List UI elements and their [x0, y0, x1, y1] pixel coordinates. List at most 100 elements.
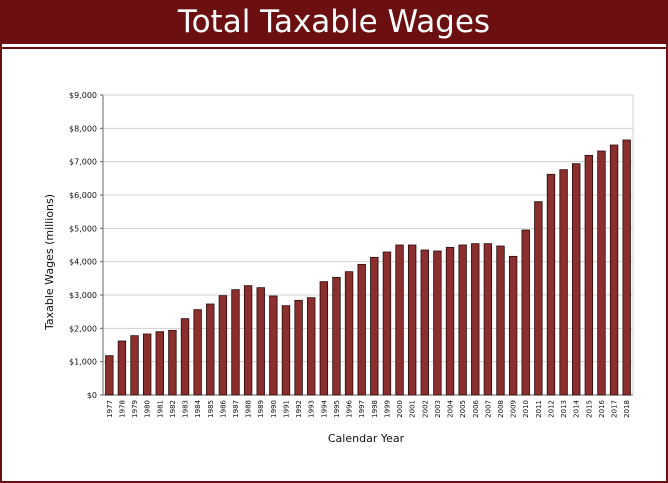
bar-1997	[357, 263, 366, 396]
bar-2014	[572, 163, 581, 396]
bar-1999	[382, 251, 392, 396]
y-tick-label: $0	[87, 391, 97, 400]
bar-1995	[332, 276, 341, 396]
x-tick-label: 1991	[282, 400, 290, 418]
bar-1977	[105, 355, 114, 396]
bar-2009	[508, 255, 518, 396]
y-tick-label: $6,000	[69, 191, 97, 200]
x-tick-label: 1977	[106, 400, 114, 418]
bar-1998	[370, 256, 379, 396]
x-tick-label: 2018	[623, 400, 631, 418]
bar-1992	[294, 299, 303, 396]
bar-1986	[218, 295, 228, 396]
x-tick-label: 1993	[308, 400, 316, 418]
x-tick-label: 1982	[169, 400, 177, 418]
bar-1987	[231, 289, 240, 396]
y-tick-label: $7,000	[69, 158, 97, 167]
bar-2008	[496, 245, 505, 396]
bar-2002	[420, 249, 429, 396]
x-tick-label: 2015	[585, 400, 593, 418]
x-tick-label: 1989	[257, 400, 265, 418]
y-tick-label: $3,000	[69, 291, 97, 300]
bar-2001	[407, 244, 417, 396]
bar-1983	[180, 318, 190, 396]
bar-2016	[597, 150, 606, 396]
bar-2015	[584, 154, 594, 396]
y-tick-label: $5,000	[69, 224, 97, 233]
bar-1979	[130, 335, 139, 396]
y-tick-label: $9,000	[69, 91, 97, 100]
bar-1993	[307, 297, 316, 396]
bar-1988	[243, 285, 253, 396]
y-tick-label: $4,000	[69, 258, 97, 267]
x-axis-label: Calendar Year	[328, 432, 405, 445]
x-tick-label: 1997	[358, 400, 366, 418]
gridlines	[103, 94, 633, 363]
x-tick-label: 2014	[573, 399, 581, 417]
bar-1990	[269, 295, 278, 396]
x-tick-label: 1984	[194, 399, 202, 417]
bar-2012	[546, 173, 556, 396]
bar-2006	[471, 243, 480, 396]
x-tick-labels: 1977 1978 1979 1980 1981 1982 1983 1984 1985 1986…	[106, 399, 631, 417]
x-tick-label: 1996	[346, 399, 354, 417]
x-tick-label: 2002	[421, 400, 429, 418]
x-tick-label: 1992	[295, 400, 303, 418]
bar-2013	[559, 169, 568, 396]
y-tick-label: $1,000	[69, 358, 97, 367]
bar-1981	[155, 331, 164, 396]
bar-1985	[206, 303, 215, 396]
bar-1991	[281, 305, 291, 396]
bar-2003	[433, 250, 442, 396]
x-tick-label: 2003	[434, 400, 442, 418]
bar-1982	[168, 329, 177, 396]
slide-title: Total Taxable Wages	[177, 4, 491, 40]
x-tick-label: 2005	[459, 400, 467, 418]
bar-2007	[483, 243, 493, 396]
x-tick-label: 2012	[547, 400, 555, 418]
x-tick-label: 1988	[245, 400, 253, 418]
title-bar: Total Taxable Wages	[2, 0, 666, 44]
x-tick-label: 1995	[333, 400, 341, 418]
x-tick-label: 1985	[207, 400, 215, 418]
x-tick-label: 2010	[522, 400, 530, 418]
x-tick-label: 2007	[484, 400, 492, 418]
y-axis-label: Taxable Wages (millions)	[43, 194, 56, 331]
bar-2004	[445, 246, 455, 396]
x-tick-label: 2011	[535, 400, 543, 418]
title-underline	[2, 47, 666, 49]
bar-2011	[534, 201, 543, 396]
x-tick-label: 1998	[371, 400, 379, 418]
y-tick-label: $8,000	[69, 124, 97, 133]
bar-1978	[117, 340, 127, 396]
x-tick-label: 1999	[383, 400, 391, 418]
x-tick-label: 2004	[447, 399, 455, 417]
bar-1996	[344, 271, 354, 396]
x-tick-label: 1978	[118, 400, 126, 418]
axes	[100, 94, 634, 396]
y-tick-labels: $0 $1,000 $2,000 $3,000 $4,000 $5,000 $6,000 $7…	[69, 91, 97, 400]
x-tick-label: 1986	[219, 399, 227, 417]
bar-1994	[319, 281, 329, 396]
bars	[105, 139, 631, 396]
bar-2017	[609, 144, 619, 396]
title-gap	[2, 44, 666, 47]
bar-2005	[458, 244, 467, 396]
x-tick-label: 1981	[156, 400, 164, 418]
bar-2010	[521, 229, 530, 396]
bar-1984	[193, 309, 202, 396]
x-tick-label: 2009	[510, 400, 518, 418]
bar-2018	[622, 139, 631, 396]
x-tick-label: 1979	[131, 400, 139, 418]
bar-1980	[142, 333, 152, 396]
x-tick-label: 1980	[144, 400, 152, 418]
x-tick-label: 2006	[472, 399, 480, 417]
x-tick-label: 2017	[611, 400, 619, 418]
x-tick-label: 1990	[270, 400, 278, 418]
x-tick-label: 1987	[232, 400, 240, 418]
x-tick-label: 2013	[560, 400, 568, 418]
bar-2000	[395, 244, 404, 396]
x-tick-label: 1983	[182, 400, 190, 418]
